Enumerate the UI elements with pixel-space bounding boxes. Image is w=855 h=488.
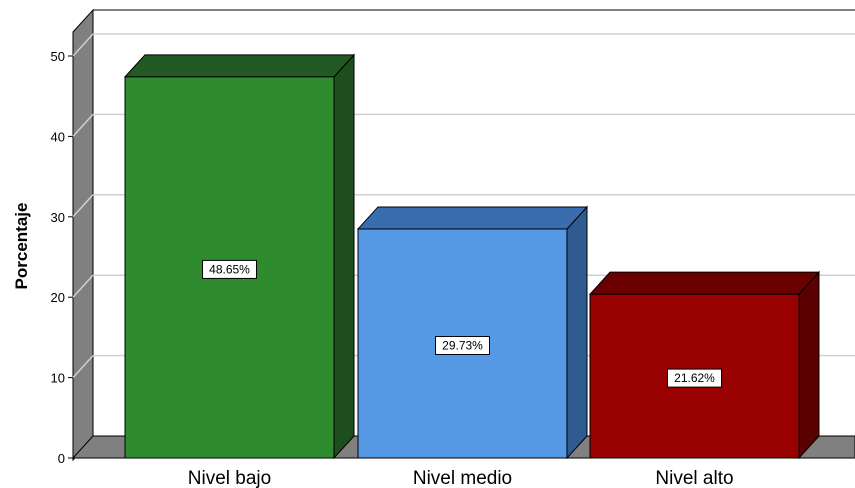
x-axis-labels: Nivel bajo Nivel medio Nivel alto bbox=[188, 468, 734, 488]
x-tick-label: Nivel medio bbox=[413, 468, 512, 488]
y-tick-label: 10 bbox=[51, 371, 65, 386]
bar-nivel-medio: 29.73% bbox=[356, 205, 589, 460]
gridline-side bbox=[72, 194, 94, 218]
bar-top bbox=[588, 271, 821, 295]
y-axis-label: Porcentaje bbox=[12, 203, 31, 290]
y-tick-label: 50 bbox=[51, 49, 65, 64]
gridline-side bbox=[72, 33, 94, 57]
data-label-box bbox=[202, 259, 257, 279]
bar-top bbox=[356, 206, 589, 230]
y-tick-label: 30 bbox=[51, 210, 65, 225]
data-label-box bbox=[435, 335, 490, 355]
bars: 48.65% 29.73% 21.62% bbox=[123, 53, 821, 460]
data-label: 48.65% bbox=[209, 262, 250, 276]
bar-side bbox=[798, 270, 820, 460]
data-label: 29.73% bbox=[442, 338, 483, 352]
gridline-side bbox=[72, 274, 94, 298]
side-wall bbox=[72, 8, 94, 462]
y-tick-label: 0 bbox=[58, 451, 65, 466]
y-axis-ticks: 0 10 20 30 40 50 bbox=[51, 49, 73, 466]
x-tick-label: Nivel alto bbox=[655, 468, 733, 488]
bar-nivel-bajo: 48.65% bbox=[123, 53, 356, 460]
bar-side bbox=[333, 53, 355, 460]
bar-top bbox=[123, 54, 356, 78]
y-tick-label: 40 bbox=[51, 129, 65, 144]
data-label: 21.62% bbox=[674, 371, 715, 385]
bar-side bbox=[566, 205, 588, 460]
data-label-box bbox=[667, 368, 722, 388]
gridline-side bbox=[72, 113, 94, 137]
x-tick-label: Nivel bajo bbox=[188, 468, 271, 488]
gridline-side bbox=[72, 355, 94, 379]
bar-nivel-alto: 21.62% bbox=[588, 270, 821, 460]
y-tick-label: 20 bbox=[51, 290, 65, 305]
